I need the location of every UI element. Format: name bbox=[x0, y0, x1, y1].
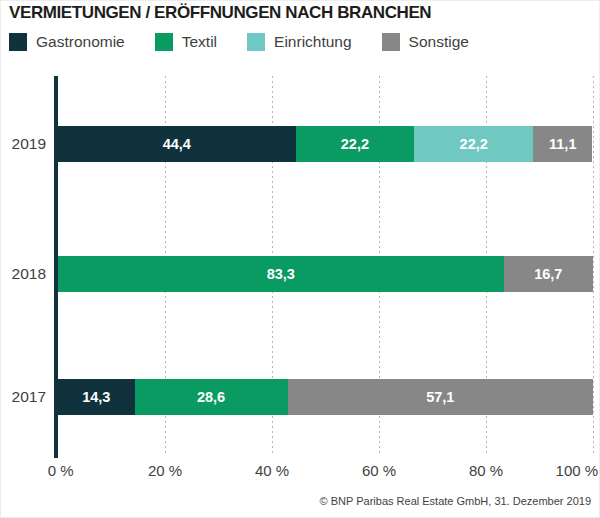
bar-value-label: 16,7 bbox=[534, 266, 562, 282]
category-label-2017: 2017 bbox=[1, 388, 46, 406]
bar-row-2019: 44,4 22,2 22,2 11,1 bbox=[58, 126, 593, 162]
bar-row-2018: 83,3 16,7 bbox=[58, 256, 593, 292]
bar-value-label: 11,1 bbox=[549, 136, 576, 152]
category-label-2018: 2018 bbox=[1, 265, 46, 283]
legend-item-textil: Textil bbox=[155, 33, 217, 51]
legend-swatch-gastronomie-icon bbox=[9, 33, 27, 51]
chart-title: VERMIETUNGEN / ERÖFFNUNGEN NACH BRANCHEN bbox=[9, 3, 431, 23]
bar-segment-gastronomie: 14,3 bbox=[58, 379, 135, 415]
bar-value-label: 28,6 bbox=[197, 389, 225, 405]
legend-label: Textil bbox=[182, 33, 217, 51]
bar-segment-textil: 83,3 bbox=[58, 256, 504, 292]
gridline-100 bbox=[593, 76, 594, 456]
bar-segment-textil: 28,6 bbox=[135, 379, 288, 415]
bar-value-label: 14,3 bbox=[82, 389, 110, 405]
legend-swatch-textil-icon bbox=[155, 33, 173, 51]
legend: Gastronomie Textil Einrichtung Sonstige bbox=[9, 33, 469, 51]
bar-value-label: 83,3 bbox=[267, 266, 295, 282]
x-tick-label-20: 20 % bbox=[148, 462, 182, 479]
bar-value-label: 22,2 bbox=[460, 136, 488, 152]
legend-swatch-einrichtung-icon bbox=[247, 33, 265, 51]
legend-label: Gastronomie bbox=[36, 33, 125, 51]
bar-value-label: 44,4 bbox=[163, 136, 191, 152]
source-note: © BNP Paribas Real Estate GmbH, 31. Deze… bbox=[320, 495, 591, 507]
legend-item-gastronomie: Gastronomie bbox=[9, 33, 125, 51]
legend-item-einrichtung: Einrichtung bbox=[247, 33, 352, 51]
legend-label: Sonstige bbox=[409, 33, 469, 51]
bar-segment-sonstige: 16,7 bbox=[504, 256, 593, 292]
bar-value-label: 22,2 bbox=[341, 136, 369, 152]
category-label-2019: 2019 bbox=[1, 135, 46, 153]
legend-swatch-sonstige-icon bbox=[382, 33, 400, 51]
x-tick-label-40: 40 % bbox=[255, 462, 289, 479]
x-tick-label-60: 60 % bbox=[362, 462, 396, 479]
bar-segment-sonstige: 11,1 bbox=[533, 126, 592, 162]
bar-segment-textil: 22,2 bbox=[296, 126, 415, 162]
legend-item-sonstige: Sonstige bbox=[382, 33, 469, 51]
bar-segment-gastronomie: 44,4 bbox=[58, 126, 296, 162]
bar-value-label: 57,1 bbox=[426, 389, 454, 405]
legend-label: Einrichtung bbox=[274, 33, 352, 51]
x-tick-label-80: 80 % bbox=[469, 462, 503, 479]
x-tick-label-100: 100 % bbox=[556, 462, 599, 479]
bar-row-2017: 14,3 28,6 57,1 bbox=[58, 379, 593, 415]
x-tick-label-0: 0 % bbox=[48, 462, 74, 479]
bar-segment-einrichtung: 22,2 bbox=[414, 126, 533, 162]
chart-panel: VERMIETUNGEN / ERÖFFNUNGEN NACH BRANCHEN… bbox=[0, 0, 600, 518]
bar-segment-sonstige: 57,1 bbox=[288, 379, 593, 415]
